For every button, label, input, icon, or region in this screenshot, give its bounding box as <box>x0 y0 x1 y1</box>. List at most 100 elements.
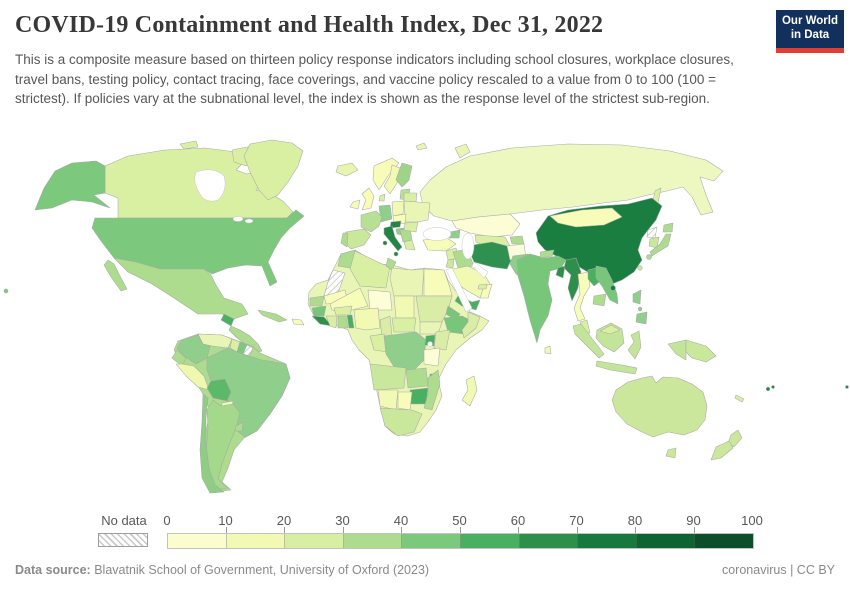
country-romania[interactable] <box>403 221 419 233</box>
legend-colorbar[interactable] <box>167 533 754 549</box>
country-canada[interactable] <box>179 140 199 150</box>
country-zimbabwe[interactable] <box>409 387 429 405</box>
country-libya[interactable] <box>389 267 425 297</box>
country-cameroon[interactable] <box>379 315 393 337</box>
country-cambodia[interactable] <box>592 293 607 307</box>
owid-logo[interactable]: Our World in Data <box>776 10 844 53</box>
country-peru[interactable] <box>175 363 210 391</box>
country-vietnam[interactable] <box>595 265 619 305</box>
no-data-swatch[interactable] <box>98 533 148 547</box>
country-hainan[interactable] <box>610 285 616 291</box>
country-oman[interactable] <box>479 283 493 299</box>
country-myanmar[interactable] <box>563 257 582 302</box>
legend-tick-label: 50 <box>452 513 467 528</box>
country-malaysia-borneo[interactable] <box>599 324 621 335</box>
country-finland[interactable] <box>395 162 413 188</box>
country-indonesia-java[interactable] <box>595 360 638 375</box>
country-united-states-hawaii[interactable] <box>3 288 9 294</box>
country-iran[interactable] <box>466 241 514 270</box>
country-arctic-islands[interactable] <box>415 142 428 151</box>
country-kyrgyzstan-tajikistan[interactable] <box>509 235 525 245</box>
country-togo-benin[interactable] <box>346 314 355 329</box>
country-hispaniola[interactable] <box>291 318 305 326</box>
country-kenya[interactable] <box>433 329 451 351</box>
country-australia-tasmania[interactable] <box>665 447 677 459</box>
country-zambia[interactable] <box>405 367 429 389</box>
country-fiji[interactable] <box>765 386 771 392</box>
country-japan-hokkaido[interactable] <box>662 222 674 233</box>
country-greenland[interactable] <box>243 139 304 201</box>
country-italy-sicily[interactable] <box>393 251 399 257</box>
no-data-label: No data <box>101 513 147 528</box>
country-tanzania[interactable] <box>423 347 441 367</box>
country-philippines-mindanao[interactable] <box>635 311 648 325</box>
country-mali[interactable] <box>329 287 369 313</box>
country-philippines-visayas[interactable] <box>637 306 643 312</box>
country-chad[interactable] <box>393 295 415 319</box>
country-australia[interactable] <box>611 375 708 438</box>
country-cuba[interactable] <box>257 309 288 323</box>
country-ireland[interactable] <box>349 199 361 210</box>
country-iceland[interactable] <box>335 162 359 177</box>
country-fiji[interactable] <box>771 385 775 389</box>
country-israel-jordan[interactable] <box>445 258 455 269</box>
country-united-kingdom[interactable] <box>361 187 375 211</box>
country-italy[interactable] <box>383 225 403 252</box>
country-mongolia[interactable] <box>549 207 623 228</box>
country-new-zealand-south[interactable] <box>710 440 734 461</box>
country-taiwan[interactable] <box>637 265 643 271</box>
country-japan-honshu[interactable] <box>649 233 672 257</box>
country-senegal[interactable] <box>309 295 325 307</box>
country-france[interactable] <box>360 210 383 233</box>
country-papua-new-guinea[interactable] <box>685 339 717 363</box>
country-portugal[interactable] <box>340 232 349 248</box>
country-egypt[interactable] <box>423 268 453 297</box>
country-angola[interactable] <box>369 363 407 391</box>
country-ghana[interactable] <box>337 315 349 329</box>
country-bolivia[interactable] <box>206 378 232 402</box>
country-algeria[interactable] <box>349 250 391 289</box>
country-sri-lanka[interactable] <box>544 345 552 355</box>
country-japan-kyushu[interactable] <box>646 254 652 260</box>
country-indonesia-sulawesi[interactable] <box>627 330 642 360</box>
country-guinea[interactable] <box>311 305 327 317</box>
country-uruguay[interactable] <box>234 421 244 432</box>
country-somalia[interactable] <box>461 311 481 339</box>
country-mozambique[interactable] <box>423 369 441 411</box>
country-greece[interactable] <box>403 239 416 251</box>
country-uae-qatar[interactable] <box>477 283 488 290</box>
country-indonesia-sumatra[interactable] <box>572 323 605 359</box>
legend-tick-label: 20 <box>276 513 292 528</box>
country-nepal[interactable] <box>539 249 555 259</box>
country-madagascar[interactable] <box>461 375 478 407</box>
country-south-africa[interactable] <box>379 407 423 437</box>
country-kazakhstan[interactable] <box>451 213 521 238</box>
country-burkina-faso[interactable] <box>333 305 353 316</box>
country-fiji[interactable] <box>845 385 849 389</box>
country-belarus[interactable] <box>403 192 418 203</box>
country-united-states-alaska[interactable] <box>34 160 111 211</box>
country-botswana[interactable] <box>397 391 413 411</box>
country-indonesia-papua[interactable] <box>667 339 687 361</box>
country-bangladesh[interactable] <box>555 265 566 279</box>
country-central-african-republic[interactable] <box>391 317 417 333</box>
country-nigeria[interactable] <box>353 307 381 331</box>
country-denmark[interactable] <box>378 193 386 202</box>
country-niger[interactable] <box>367 289 393 311</box>
country-ivory-coast[interactable] <box>325 315 338 329</box>
country-drc[interactable] <box>383 331 427 373</box>
country-philippines-luzon[interactable] <box>632 289 642 305</box>
country-sudan[interactable] <box>415 295 453 323</box>
country-new-caledonia[interactable] <box>734 394 745 403</box>
country-mexico-baja[interactable] <box>103 259 128 292</box>
country-mexico[interactable] <box>113 257 249 320</box>
country-austria[interactable] <box>389 220 402 229</box>
license-note[interactable]: coronavirus | CC BY <box>721 563 835 577</box>
country-india[interactable] <box>516 253 567 344</box>
country-italy-sardinia[interactable] <box>382 240 388 246</box>
country-arctic-islands[interactable] <box>454 143 471 159</box>
country-poland[interactable] <box>391 200 405 217</box>
country-ukraine[interactable] <box>403 200 431 223</box>
country-argentina[interactable] <box>205 399 241 491</box>
country-chile[interactable] <box>199 393 225 494</box>
